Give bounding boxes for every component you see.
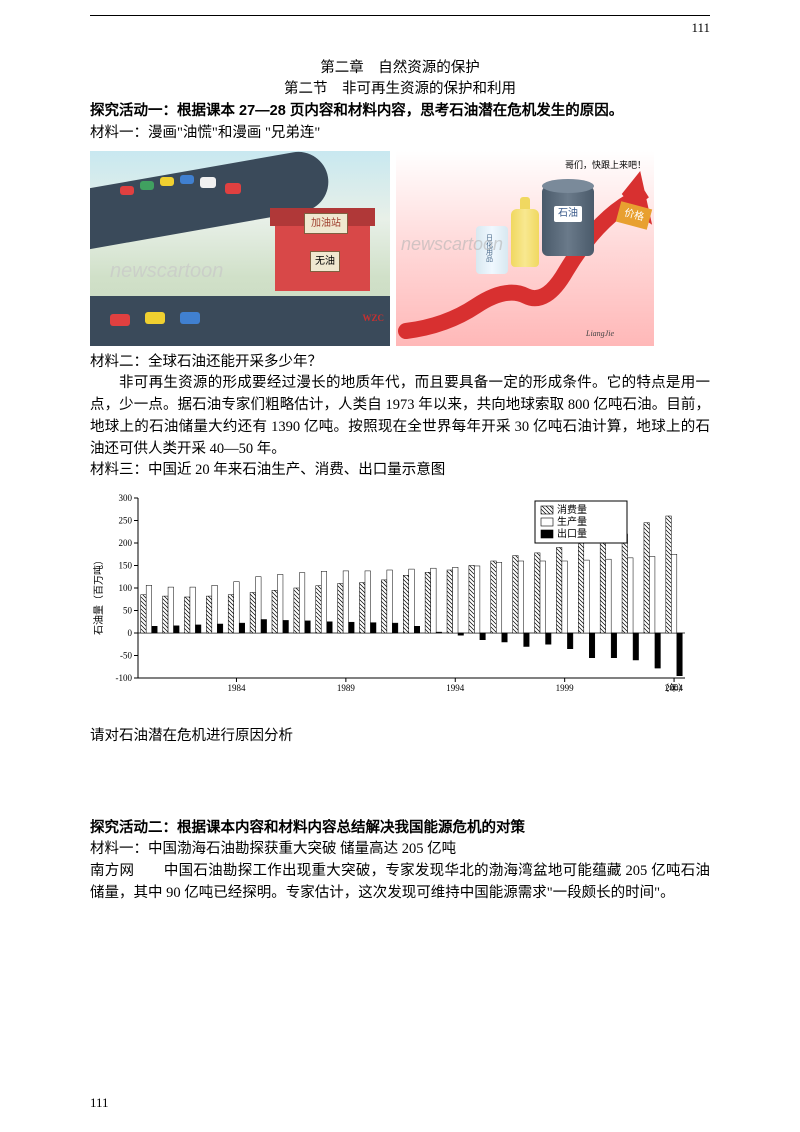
svg-text:石油量（百万吨）: 石油量（百万吨） xyxy=(92,555,105,635)
svg-text:生产量: 生产量 xyxy=(557,515,587,528)
activity2-title: 探究活动二：根据课本内容和材料内容总结解决我国能源危机的对策 xyxy=(90,818,710,840)
top-rule xyxy=(90,15,710,16)
speech-bubble: 哥们，快跟上来吧！ xyxy=(565,159,646,173)
svg-text:出口量: 出口量 xyxy=(557,527,587,540)
svg-text:1989: 1989 xyxy=(337,683,356,693)
svg-text:50: 50 xyxy=(123,606,133,616)
cartoon-row: 加油站 无油 newscartoon WZC 日化用品 石油 哥们，快跟上来吧！… xyxy=(90,151,710,346)
artist-signature: WZC xyxy=(362,312,384,326)
cartoon-left: 加油站 无油 newscartoon WZC xyxy=(90,151,390,346)
svg-text:消费量: 消费量 xyxy=(557,503,587,516)
spacer xyxy=(90,748,710,818)
watermark-text: newscartoon xyxy=(110,256,223,286)
barrel-label: 石油 xyxy=(554,206,582,222)
svg-text:300: 300 xyxy=(119,493,133,503)
svg-text:1999: 1999 xyxy=(556,683,575,693)
station-sign: 加油站 xyxy=(304,213,348,234)
svg-text:1984: 1984 xyxy=(227,683,246,693)
car-icon xyxy=(110,314,130,326)
bar-chart-svg: -100 -50 0 50 100 150 200 250 300 石油量（百万吨） 1984 198… xyxy=(90,490,695,700)
svg-text:150: 150 xyxy=(119,561,133,571)
car-icon xyxy=(180,175,194,184)
car-icon xyxy=(180,312,200,324)
oil-chart: -100 -50 0 50 100 150 200 250 300 石油量（百万吨） 1984 198… xyxy=(90,490,710,708)
material-a2-line2: 南方网 中国石油勘探工作出现重大突破，专家发现华北的渤海湾盆地可能蕴藏 205 … xyxy=(90,861,710,905)
section-title: 第二节 非可再生资源的保护和利用 xyxy=(90,79,710,101)
car-icon xyxy=(160,177,174,186)
svg-text:100: 100 xyxy=(119,583,133,593)
no-oil-sign: 无油 xyxy=(310,251,340,272)
cartoon-right: 日化用品 石油 哥们，快跟上来吧！ 价格 newscartoon LiangJi… xyxy=(396,151,654,346)
material-a2-body: 中国石油勘探工作出现重大突破，专家发现华北的渤海湾盆地可能蕴藏 205 亿吨石油… xyxy=(90,863,710,901)
page-number-top: 111 xyxy=(90,18,710,38)
svg-text:-100: -100 xyxy=(116,673,133,683)
svg-text:0: 0 xyxy=(128,628,133,638)
source-label: 南方网 xyxy=(90,863,134,879)
chapter-title: 第二章 自然资源的保护 xyxy=(90,58,710,80)
svg-text:1994: 1994 xyxy=(446,683,465,693)
activity1-title: 探究活动一：根据课本 27—28 页内容和材料内容，思考石油潜在危机发生的原因。 xyxy=(90,101,710,123)
artist-signature: LiangJie xyxy=(586,328,614,340)
page-number-bottom: 111 xyxy=(90,1093,109,1113)
barrel-top xyxy=(542,179,594,193)
car-icon xyxy=(200,177,216,188)
car-icon xyxy=(145,312,165,324)
oil-barrel: 石油 xyxy=(542,186,594,256)
car-icon xyxy=(120,186,134,195)
svg-text:（年）: （年） xyxy=(660,682,687,693)
material2-label: 材料二：全球石油还能开采多少年？ xyxy=(90,352,710,374)
svg-text:-50: -50 xyxy=(120,651,132,661)
material-a2-line1: 材料一：中国渤海石油勘探获重大突破 储量高达 205 亿吨 xyxy=(90,839,710,861)
car-icon xyxy=(140,181,154,190)
analysis-prompt: 请对石油潜在危机进行原因分析 xyxy=(90,726,710,748)
svg-text:250: 250 xyxy=(119,516,133,526)
material1-label: 材料一：漫画"油慌"和漫画 "兄弟连" xyxy=(90,123,710,145)
watermark-text: newscartoon xyxy=(401,231,503,258)
material3-label: 材料三：中国近 20 年来石油生产、消费、出口量示意图 xyxy=(90,460,710,482)
material2-paragraph: 非可再生资源的形成要经过漫长的地质年代，而且要具备一定的形成条件。它的特点是用一… xyxy=(90,373,710,460)
car-icon xyxy=(225,183,241,194)
svg-text:200: 200 xyxy=(119,538,133,548)
road-bottom xyxy=(90,296,390,346)
bottle-oil xyxy=(511,209,539,267)
